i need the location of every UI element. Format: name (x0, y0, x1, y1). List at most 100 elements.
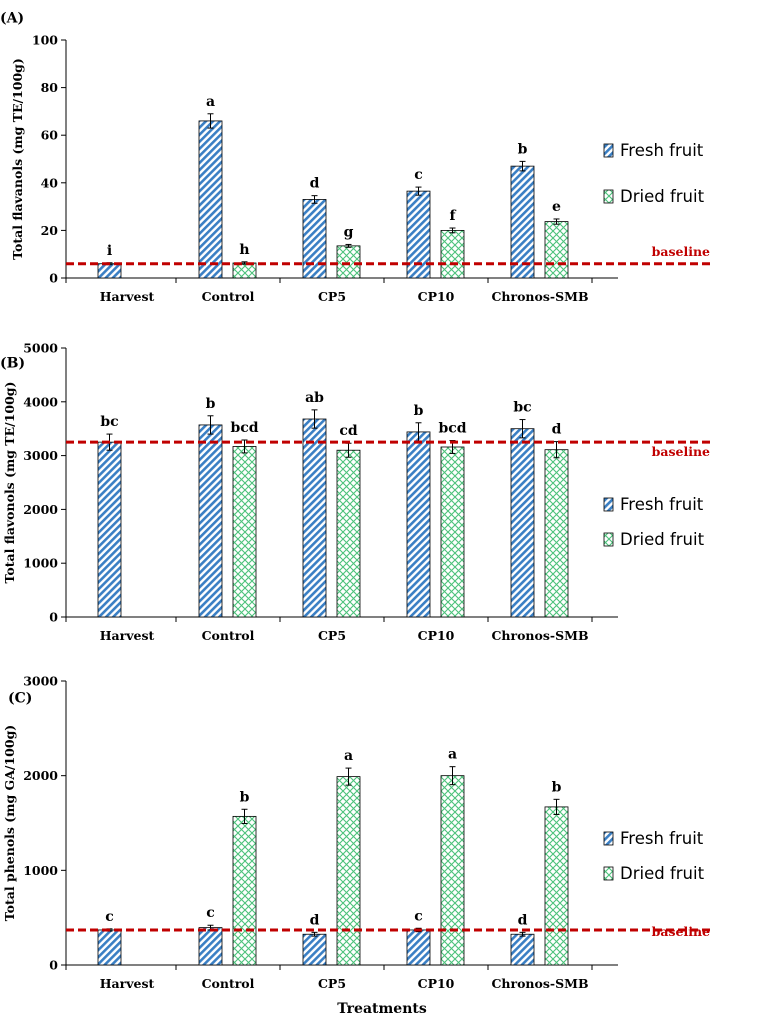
y-tick-label: 100 (32, 33, 58, 48)
chart-panel-2: (C) Total phenols (mg GA/100g) 0 1000 2000 30… (2, 674, 711, 991)
significance-letter: a (448, 747, 457, 763)
chart-panel-1: (B) Total flavonols (mg TE/100g) 0 1000 2000… (0, 341, 711, 643)
y-tick-label: 4000 (23, 394, 58, 409)
category-label: Chronos-SMB (491, 289, 588, 304)
category-label: Harvest (100, 289, 155, 304)
bar-fresh (97, 263, 122, 279)
bar-fresh (198, 927, 223, 966)
significance-letter: cd (339, 423, 358, 439)
category-label: CP10 (418, 628, 455, 643)
panel-label: (C) (8, 691, 32, 707)
y-tick-label: 60 (41, 128, 59, 143)
y-tick-label: 1000 (23, 863, 58, 878)
bar-dried (544, 221, 569, 279)
legend-label: Fresh fruit (620, 141, 704, 160)
legend-swatch-fresh (603, 497, 614, 512)
legend-label: Dried fruit (620, 530, 705, 549)
bar-fresh (97, 929, 122, 966)
y-tick-label: 20 (41, 223, 59, 238)
significance-letter: d (518, 912, 528, 928)
significance-letter: ab (305, 390, 324, 406)
legend-swatch-dried (603, 532, 614, 547)
y-axis-label: Total flavonols (mg TE/100g) (2, 382, 17, 584)
legend-label: Fresh fruit (620, 495, 704, 514)
bar-fresh (406, 431, 431, 618)
significance-letter: b (518, 141, 528, 157)
panel-label: (A) (0, 11, 24, 27)
category-label: CP10 (418, 976, 455, 991)
bar-dried (440, 446, 465, 618)
legend-label: Fresh fruit (620, 829, 704, 848)
y-axis-label: Total flavanols (mg TE/100g) (10, 58, 25, 260)
significance-letter: b (206, 396, 216, 412)
significance-letter: c (414, 908, 423, 924)
significance-letter: e (552, 199, 561, 215)
category-label: Control (202, 976, 255, 991)
significance-letter: a (344, 748, 353, 764)
legend-swatch-fresh (603, 831, 614, 846)
chart-panel-0: (A) Total flavanols (mg TE/100g) 0 20 40 60 80… (0, 11, 711, 304)
category-label: Chronos-SMB (491, 976, 588, 991)
significance-letter: b (414, 403, 424, 419)
legend-swatch-fresh (603, 143, 614, 158)
bar-fresh (302, 199, 327, 279)
significance-letter: i (107, 243, 112, 259)
significance-letter: h (239, 242, 249, 258)
bar-dried (440, 229, 465, 279)
x-axis-title: Treatments (337, 1001, 427, 1017)
significance-letter: c (206, 905, 215, 921)
bar-fresh (406, 929, 431, 966)
bar-dried (336, 245, 361, 279)
y-tick-label: 0 (49, 610, 58, 625)
baseline-label: baseline (652, 444, 710, 459)
significance-letter: d (310, 912, 320, 928)
bar-fresh (302, 418, 327, 618)
y-tick-label: 2000 (23, 502, 58, 517)
bar-fresh (510, 165, 535, 279)
category-label: Chronos-SMB (491, 628, 588, 643)
significance-letter: bc (513, 400, 531, 416)
legend-label: Dried fruit (620, 187, 705, 206)
significance-letter: c (105, 909, 114, 925)
bar-dried (544, 806, 569, 966)
bar-fresh (97, 441, 122, 618)
bar-dried (544, 449, 569, 618)
significance-letter: d (552, 422, 562, 438)
baseline-label: baseline (652, 244, 710, 259)
bar-dried (336, 449, 361, 618)
bar-fresh (302, 933, 327, 966)
bar-dried (336, 776, 361, 966)
y-tick-label: 80 (41, 80, 59, 95)
significance-letter: bcd (230, 420, 258, 436)
significance-letter: b (240, 789, 250, 805)
y-tick-label: 0 (49, 958, 58, 973)
bar-dried (232, 815, 257, 966)
y-tick-label: 1000 (23, 556, 58, 571)
significance-letter: bcd (438, 421, 466, 437)
bar-fresh (198, 120, 223, 279)
bar-fresh (198, 424, 223, 618)
y-tick-label: 40 (41, 175, 59, 190)
significance-letter: g (344, 224, 354, 240)
category-label: CP5 (318, 628, 346, 643)
legend-label: Dried fruit (620, 864, 705, 883)
significance-letter: c (414, 167, 423, 183)
y-tick-label: 0 (49, 271, 58, 286)
significance-letter: a (206, 94, 215, 110)
baseline-label: baseline (652, 924, 710, 939)
bar-dried (232, 446, 257, 618)
significance-letter: b (552, 779, 562, 795)
legend-swatch-dried (603, 866, 614, 881)
category-label: CP10 (418, 289, 455, 304)
significance-letter: d (310, 176, 320, 192)
significance-letter: f (449, 208, 456, 224)
legend-swatch-dried (603, 189, 614, 204)
charts-root: (A) Total flavanols (mg TE/100g) 0 20 40 60 80… (0, 11, 711, 991)
category-label: Harvest (100, 628, 155, 643)
bar-dried (440, 775, 465, 966)
category-label: CP5 (318, 976, 346, 991)
bar-fresh (510, 933, 535, 966)
panel-label: (B) (0, 356, 25, 372)
y-tick-label: 2000 (23, 768, 58, 783)
